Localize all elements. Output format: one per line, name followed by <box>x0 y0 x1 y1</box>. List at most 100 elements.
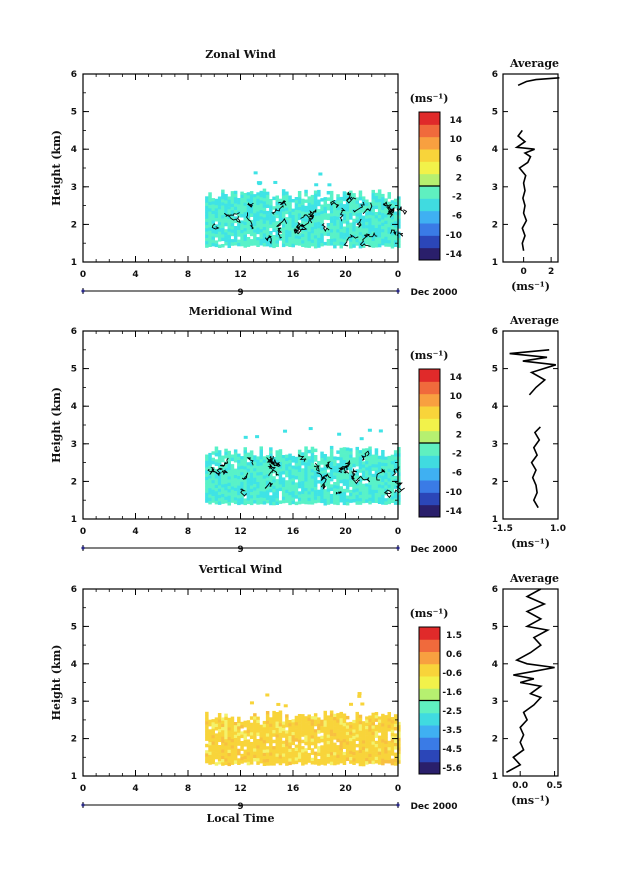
data-cell <box>342 488 347 493</box>
data-cell <box>355 216 359 221</box>
data-cell <box>323 762 327 766</box>
data-cell <box>323 466 327 471</box>
data-cell <box>320 735 324 740</box>
data-cell <box>208 208 212 212</box>
data-cell <box>233 194 238 198</box>
data-cell <box>387 195 391 199</box>
data-cell <box>365 467 369 471</box>
data-cell <box>246 494 251 498</box>
data-cell <box>233 487 238 492</box>
data-cell <box>317 193 321 197</box>
average-profile <box>506 588 555 774</box>
data-cell <box>278 478 283 482</box>
data-cell <box>278 745 283 750</box>
data-cell <box>288 479 292 483</box>
date-month-label: Dec 2000 <box>410 802 457 812</box>
data-cell <box>313 471 318 475</box>
date-bar-dot <box>396 289 400 293</box>
data-cell <box>243 196 247 200</box>
data-cell <box>384 463 388 467</box>
data-cell <box>278 742 283 746</box>
data-cell <box>285 723 289 728</box>
data-cell <box>224 723 228 727</box>
data-cell <box>381 733 385 737</box>
data-cell <box>256 208 260 212</box>
data-cell <box>243 212 247 216</box>
data-cell <box>320 239 324 244</box>
data-cell <box>361 721 366 725</box>
data-cell <box>329 219 334 224</box>
data-cell <box>259 197 263 201</box>
data-cell <box>368 202 372 206</box>
data-cell <box>361 499 366 504</box>
data-cell <box>384 501 388 505</box>
data-cell <box>224 474 228 478</box>
data-cell <box>249 460 254 464</box>
data-cell <box>243 485 247 490</box>
data-cell <box>278 468 283 472</box>
date-bar-dot <box>396 546 400 550</box>
data-cell <box>317 496 321 500</box>
data-cell <box>217 751 222 755</box>
data-cell <box>227 222 231 226</box>
data-cell <box>352 244 356 248</box>
data-cell <box>365 751 369 756</box>
data-cell <box>313 228 318 233</box>
data-cell <box>301 474 305 479</box>
data-cell <box>377 240 382 245</box>
data-cell <box>221 478 225 482</box>
contour-line <box>221 469 228 475</box>
data-cell <box>256 732 260 737</box>
data-cell <box>275 501 279 505</box>
colorbar-segment <box>419 749 440 763</box>
data-cell <box>361 737 366 741</box>
data-cell <box>224 729 228 734</box>
data-cell <box>275 450 279 454</box>
data-cell <box>342 742 347 746</box>
data-cell <box>307 222 311 226</box>
data-cell <box>365 470 369 475</box>
data-cell <box>329 210 334 214</box>
data-cell <box>329 723 334 727</box>
data-cell <box>384 731 388 735</box>
data-cell <box>374 457 379 462</box>
data-cell <box>371 722 375 726</box>
data-cell <box>349 213 353 217</box>
data-cell <box>221 487 225 492</box>
data-cell <box>390 758 395 763</box>
data-cell <box>310 194 315 199</box>
data-cell <box>368 478 372 482</box>
data-cell <box>345 741 350 745</box>
data-cell <box>259 203 263 208</box>
data-cell <box>291 484 295 489</box>
data-cell <box>339 734 343 738</box>
data-cell <box>208 758 212 762</box>
data-cell <box>272 485 276 490</box>
data-cell <box>301 758 305 763</box>
data-cell <box>365 729 369 733</box>
data-cell <box>371 486 375 491</box>
data-cell <box>387 192 391 196</box>
data-cell <box>333 200 337 204</box>
data-cell <box>397 760 401 764</box>
data-cell <box>384 466 388 470</box>
data-cell <box>355 750 359 754</box>
data-cell <box>208 456 212 460</box>
data-cell <box>368 753 372 758</box>
data-cell <box>377 205 382 209</box>
data-cell <box>243 199 247 203</box>
data-cell <box>281 753 286 757</box>
data-cell <box>317 244 321 248</box>
data-cell <box>281 243 286 248</box>
data-cell <box>307 462 311 467</box>
data-cell <box>301 198 305 203</box>
data-cell <box>365 745 369 749</box>
data-cell <box>384 201 388 206</box>
data-cell <box>253 200 257 204</box>
data-cell <box>313 719 318 724</box>
data-cell <box>355 210 359 214</box>
colorbar-label: -10 <box>446 488 462 498</box>
data-cell <box>317 746 321 750</box>
data-cell <box>371 719 375 723</box>
y-tick-label: 6 <box>71 70 77 80</box>
